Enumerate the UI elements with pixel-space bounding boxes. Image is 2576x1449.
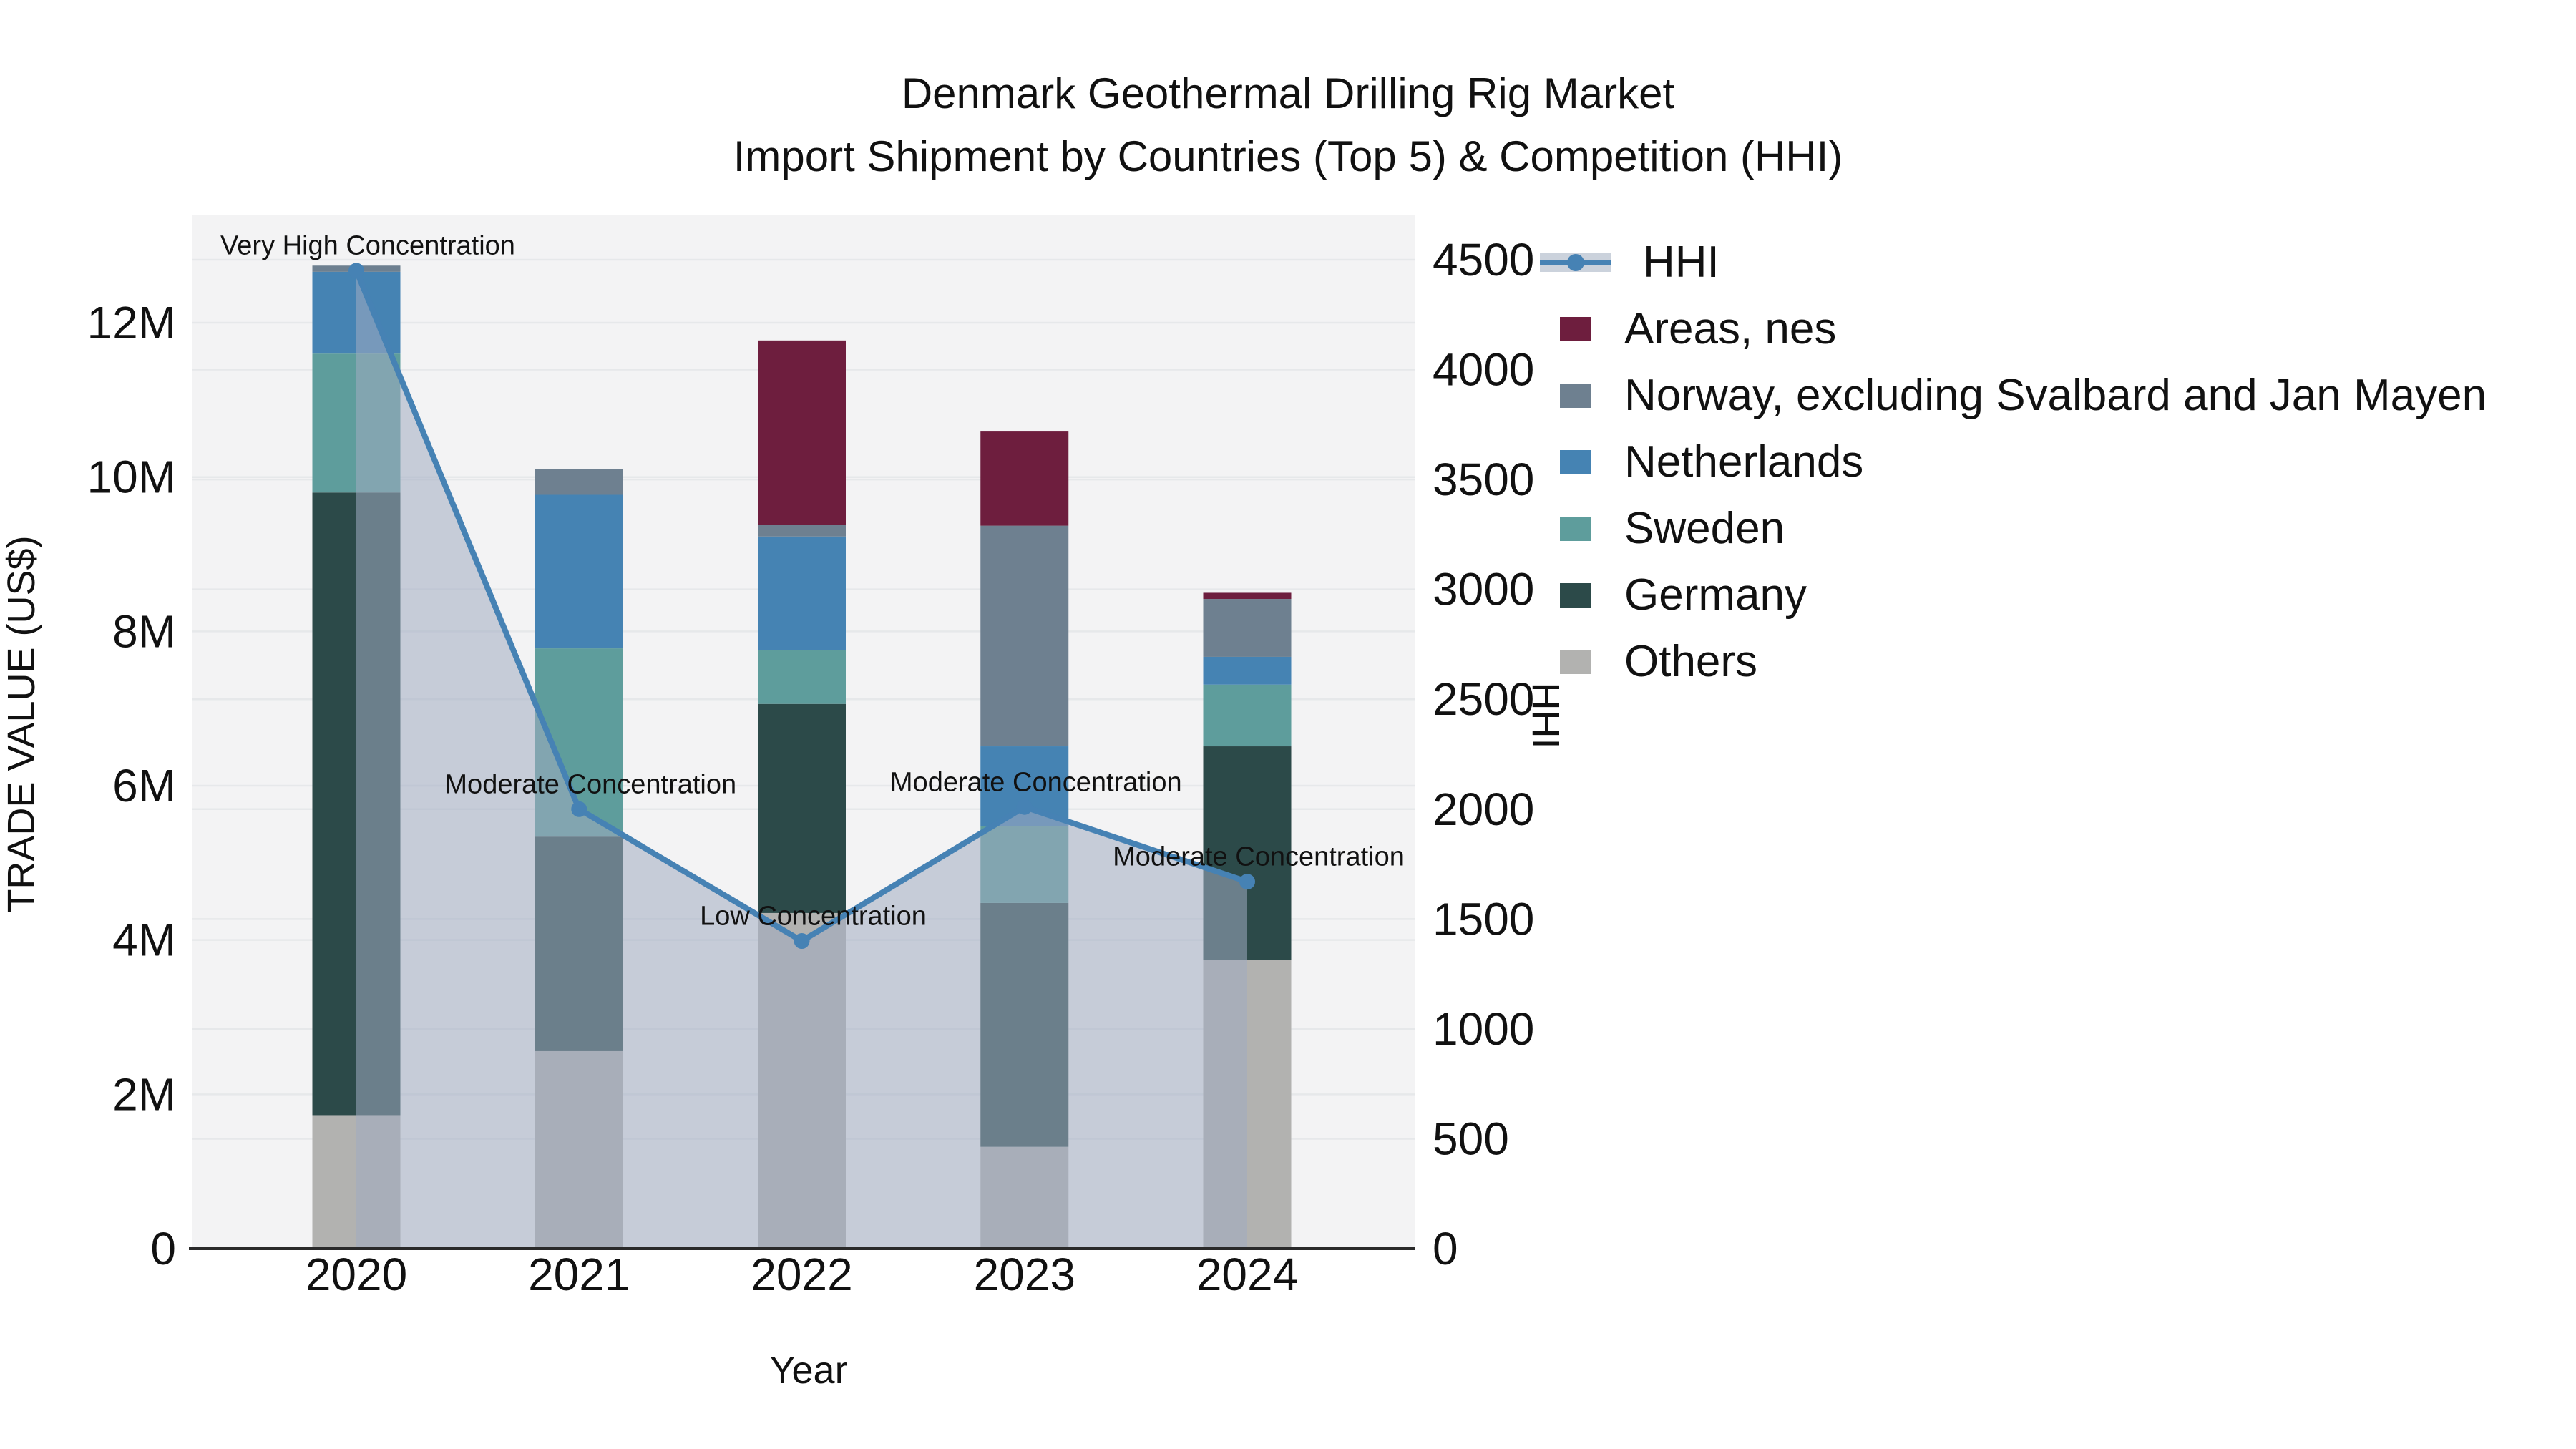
legend-label: Sweden — [1624, 504, 1785, 553]
color-swatch-icon — [1560, 649, 1591, 674]
bar-segment-netherlands-2021 — [535, 494, 623, 649]
x-axis-tick-label: 2022 — [751, 1249, 852, 1300]
left-axis-tick-label: 0 — [150, 1223, 176, 1274]
right-axis-tick-label: 500 — [1433, 1113, 1509, 1164]
bar-segment-sweden-2024 — [1203, 684, 1292, 747]
legend-item-norway: Norway, excluding Svalbard and Jan Mayen — [1540, 362, 2487, 429]
legend-label: Germany — [1624, 570, 1807, 620]
legend-item-germany: Germany — [1540, 562, 2487, 628]
legend-label: Netherlands — [1624, 437, 1864, 487]
hhi-point-2021 — [571, 801, 587, 817]
annotation-label-2024: Moderate Concentration — [1113, 841, 1405, 872]
left-axis-title: TRADE VALUE (US$) — [0, 535, 43, 913]
annotation-label-2023: Moderate Concentration — [889, 767, 1182, 798]
color-swatch-icon — [1560, 449, 1591, 474]
left-axis-tick-label: 12M — [87, 297, 177, 348]
right-axis-tick-label: 3000 — [1433, 564, 1534, 615]
legend-item-others: Others — [1540, 628, 2487, 695]
color-swatch-icon — [1560, 516, 1591, 541]
bar-segment-netherlands-2024 — [1203, 656, 1292, 685]
legend-label: Others — [1624, 637, 1758, 686]
bar-segment-norway-excluding-svalbard-and-jan-mayen-2021 — [535, 469, 623, 495]
right-axis-tick-label: 1000 — [1433, 1003, 1534, 1055]
bar-segment-areas-nes-2023 — [980, 431, 1069, 526]
bar-segment-netherlands-2022 — [758, 536, 846, 650]
bar-segment-germany-2022 — [758, 703, 846, 913]
x-axis-tick-label: 2024 — [1196, 1249, 1298, 1300]
x-axis-title: Year — [769, 1349, 848, 1392]
left-axis-tick-label: 2M — [112, 1068, 176, 1120]
chart-legend: HHI Areas, nes Norway, excluding Svalbar… — [1540, 229, 2487, 695]
annotation-label-2021: Moderate Concentration — [444, 769, 737, 800]
legend-label: Areas, nes — [1624, 304, 1837, 353]
right-axis-tick-label: 3500 — [1433, 454, 1534, 505]
legend-label: HHI — [1643, 238, 1719, 287]
legend-item-areas-nes: Areas, nes — [1540, 296, 2487, 362]
color-swatch-icon — [1560, 316, 1591, 341]
hhi-point-2020 — [348, 263, 364, 279]
annotation-label-2022: Low Concentration — [700, 901, 927, 932]
bar-segment-areas-nes-2022 — [758, 340, 846, 525]
x-axis-tick-label: 2020 — [306, 1249, 407, 1300]
legend-item-sweden: Sweden — [1540, 495, 2487, 562]
left-axis-tick-label: 6M — [112, 760, 176, 811]
bar-segment-norway-excluding-svalbard-and-jan-mayen-2022 — [758, 525, 846, 537]
x-axis-tick-label: 2023 — [974, 1249, 1075, 1300]
annotation-label-2020: Very High Concentration — [220, 230, 515, 261]
hhi-area-fill — [356, 270, 1247, 1249]
chart-title-line-1: Denmark Geothermal Drilling Rig Market — [901, 69, 1675, 117]
hhi-line-legend-icon — [1540, 253, 1611, 272]
left-axis-tick-label: 10M — [87, 452, 177, 503]
bar-segment-sweden-2022 — [758, 650, 846, 704]
right-axis-tick-label: 0 — [1433, 1223, 1458, 1274]
right-axis-tick-label: 1500 — [1433, 893, 1534, 945]
legend-item-hhi: HHI — [1540, 229, 2487, 296]
color-swatch-icon — [1560, 582, 1591, 608]
right-axis-tick-label: 4500 — [1433, 234, 1534, 286]
bar-segment-norway-excluding-svalbard-and-jan-mayen-2023 — [980, 525, 1069, 747]
x-axis-tick-label: 2021 — [528, 1249, 630, 1300]
color-swatch-icon — [1560, 383, 1591, 408]
right-axis-tick-label: 4000 — [1433, 344, 1534, 396]
hhi-point-2024 — [1239, 874, 1255, 890]
bar-segment-areas-nes-2024 — [1203, 592, 1292, 600]
legend-label: Norway, excluding Svalbard and Jan Mayen — [1624, 371, 2487, 420]
left-axis-tick-label: 4M — [112, 914, 176, 966]
right-axis-tick-label: 2000 — [1433, 784, 1534, 835]
right-axis-tick-label: 2500 — [1433, 673, 1534, 725]
hhi-point-2022 — [794, 933, 810, 950]
bar-segment-norway-excluding-svalbard-and-jan-mayen-2024 — [1203, 599, 1292, 657]
left-axis-tick-label: 8M — [112, 605, 176, 657]
hhi-point-2023 — [1016, 799, 1033, 815]
chart-title-line-2: Import Shipment by Countries (Top 5) & C… — [733, 132, 1843, 180]
legend-item-netherlands: Netherlands — [1540, 429, 2487, 495]
